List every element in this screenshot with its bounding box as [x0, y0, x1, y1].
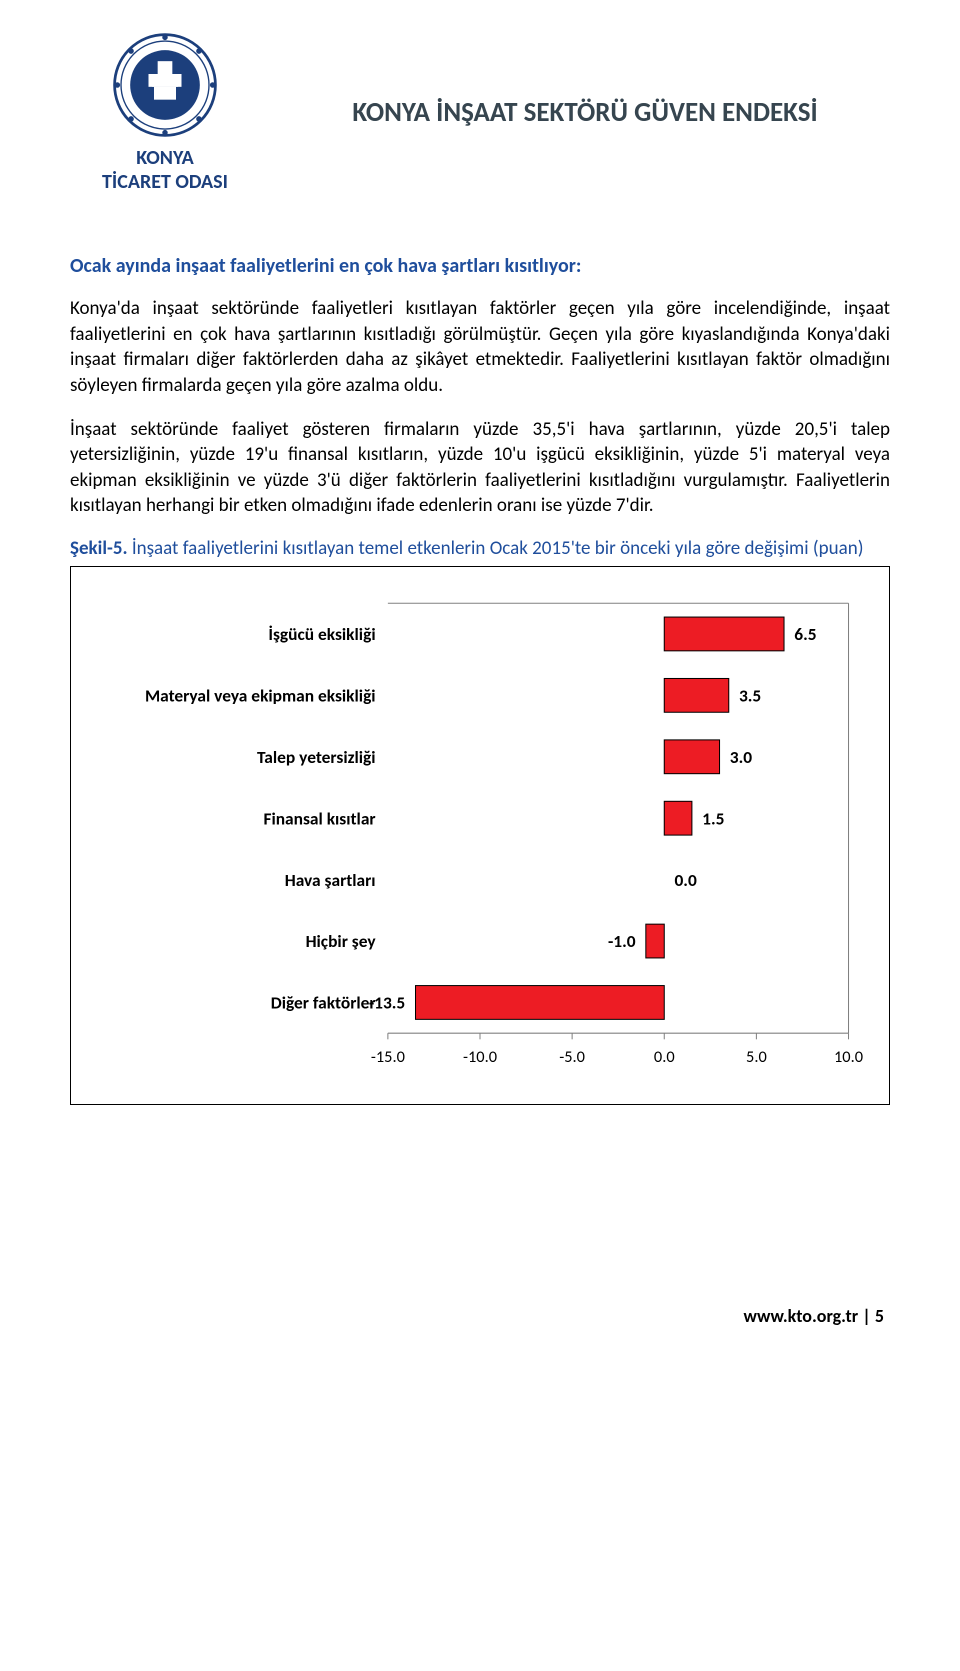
svg-text:-5.0: -5.0	[559, 1047, 585, 1067]
category-label: Materyal veya ekipman eksikliği	[145, 685, 376, 707]
page: KONYA TİCARET ODASI KONYA İNŞAAT SEKTÖRÜ…	[0, 0, 960, 1367]
value-label: 0.0	[674, 869, 696, 891]
svg-text:-15.0: -15.0	[371, 1047, 405, 1067]
category-label: Diğer faktörler	[271, 992, 376, 1014]
category-label: Talep yetersizliği	[257, 746, 376, 768]
logo-line1: KONYA	[136, 146, 194, 170]
bar	[664, 617, 784, 651]
header: KONYA TİCARET ODASI KONYA İNŞAAT SEKTÖRÜ…	[70, 0, 890, 214]
value-label: 1.5	[702, 807, 724, 829]
caption-text: İnşaat faaliyetlerini kısıtlayan temel e…	[128, 537, 864, 560]
section-heading: Ocak ayında inşaat faaliyetlerini en çok…	[70, 254, 890, 278]
bar	[664, 679, 728, 713]
bar	[416, 986, 665, 1020]
doc-title: KONYA İNŞAAT SEKTÖRÜ GÜVEN ENDEKSİ	[280, 96, 890, 129]
kto-logo-icon	[110, 30, 220, 140]
value-label: 3.5	[739, 685, 761, 707]
svg-text:-10.0: -10.0	[463, 1047, 497, 1067]
logo-line2: TİCARET ODASI	[102, 170, 228, 194]
category-label: Finansal kısıtlar	[263, 807, 375, 829]
value-label: -1.0	[608, 930, 636, 952]
footer: www.kto.org.tr | 5	[70, 1305, 890, 1327]
chart-container: -15.0 -10.0 -5.0 0.0 5.0 10.0 İşgücü eksikliği…	[70, 566, 890, 1105]
logo-block: KONYA TİCARET ODASI	[70, 30, 260, 194]
category-label: Hava şartları	[285, 869, 376, 891]
paragraph-1: Konya'da inşaat sektöründe faaliyetleri …	[70, 296, 890, 399]
bar	[664, 801, 692, 835]
category-label: Hiçbir şey	[306, 930, 377, 952]
bar	[664, 740, 719, 774]
figure-caption: Şekil-5. İnşaat faaliyetlerini kısıtlaya…	[70, 537, 890, 560]
paragraph-2: İnşaat sektöründe faaliyet gösteren firm…	[70, 417, 890, 520]
value-label: -13.5	[369, 992, 405, 1014]
category-label: İşgücü eksikliği	[268, 623, 375, 645]
bar-chart: -15.0 -10.0 -5.0 0.0 5.0 10.0 İşgücü eksikliği…	[91, 593, 869, 1084]
svg-text:5.0: 5.0	[746, 1047, 767, 1067]
caption-label: Şekil-5.	[70, 537, 128, 560]
value-label: 6.5	[794, 623, 816, 645]
value-label: 3.0	[730, 746, 752, 768]
bar	[646, 924, 664, 958]
svg-text:0.0: 0.0	[654, 1047, 675, 1067]
svg-text:10.0: 10.0	[834, 1047, 863, 1067]
logo-text: KONYA TİCARET ODASI	[102, 146, 228, 194]
